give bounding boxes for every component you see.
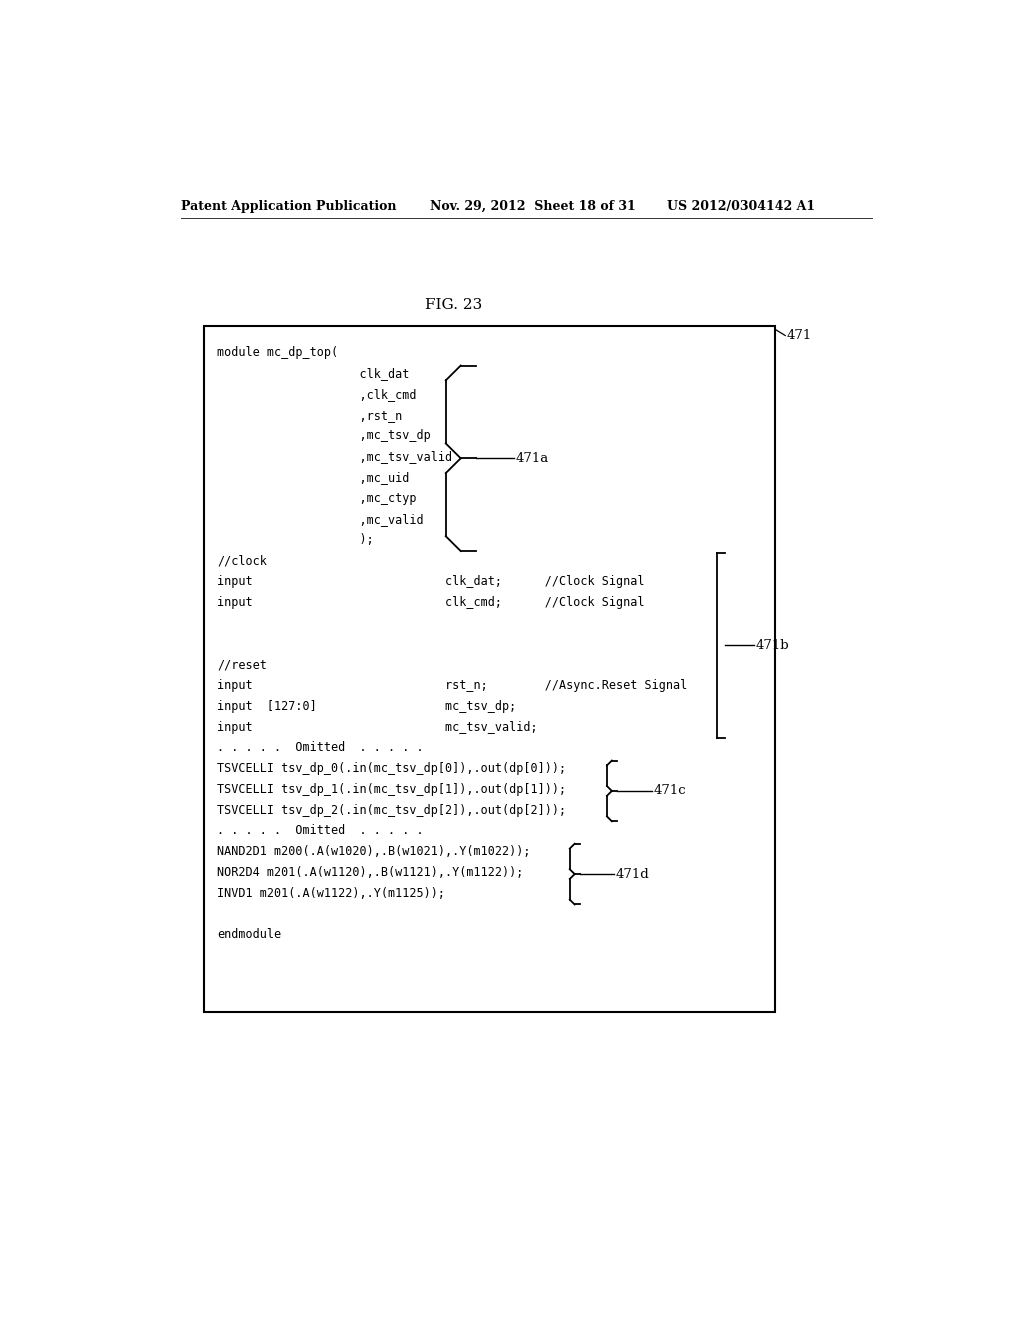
Text: US 2012/0304142 A1: US 2012/0304142 A1	[667, 199, 815, 213]
Text: input                           clk_dat;      //Clock Signal: input clk_dat; //Clock Signal	[217, 576, 645, 587]
Text: NAND2D1 m200(.A(w1020),.B(w1021),.Y(m1022));: NAND2D1 m200(.A(w1020),.B(w1021),.Y(m102…	[217, 845, 530, 858]
Text: TSVCELLI tsv_dp_2(.in(mc_tsv_dp[2]),.out(dp[2]));: TSVCELLI tsv_dp_2(.in(mc_tsv_dp[2]),.out…	[217, 804, 566, 817]
Text: 471c: 471c	[653, 784, 686, 797]
Text: clk_dat: clk_dat	[217, 367, 410, 380]
Text: ,clk_cmd: ,clk_cmd	[217, 388, 417, 401]
Text: 471a: 471a	[516, 451, 549, 465]
Text: ,mc_uid: ,mc_uid	[217, 471, 410, 484]
Text: input                           rst_n;        //Async.Reset Signal: input rst_n; //Async.Reset Signal	[217, 678, 687, 692]
Text: 471b: 471b	[756, 639, 790, 652]
Text: module mc_dp_top(: module mc_dp_top(	[217, 346, 338, 359]
Text: endmodule: endmodule	[217, 928, 282, 941]
Text: input                           clk_cmd;      //Clock Signal: input clk_cmd; //Clock Signal	[217, 595, 645, 609]
Text: ,mc_tsv_valid: ,mc_tsv_valid	[217, 450, 453, 463]
Text: . . . . .  Omitted  . . . . .: . . . . . Omitted . . . . .	[217, 825, 424, 837]
Text: ,mc_valid: ,mc_valid	[217, 512, 424, 525]
Bar	[204, 326, 775, 1011]
Text: TSVCELLI tsv_dp_1(.in(mc_tsv_dp[1]),.out(dp[1]));: TSVCELLI tsv_dp_1(.in(mc_tsv_dp[1]),.out…	[217, 783, 566, 796]
Text: Patent Application Publication: Patent Application Publication	[180, 199, 396, 213]
Text: );: );	[217, 533, 374, 546]
Text: 471d: 471d	[616, 867, 649, 880]
Text: FIG. 23: FIG. 23	[425, 298, 482, 312]
Text: ,mc_tsv_dp: ,mc_tsv_dp	[217, 429, 431, 442]
Text: //reset: //reset	[217, 659, 267, 671]
Text: . . . . .  Omitted  . . . . .: . . . . . Omitted . . . . .	[217, 742, 424, 754]
Text: TSVCELLI tsv_dp_0(.in(mc_tsv_dp[0]),.out(dp[0]));: TSVCELLI tsv_dp_0(.in(mc_tsv_dp[0]),.out…	[217, 762, 566, 775]
Text: //clock: //clock	[217, 554, 267, 568]
Text: ,rst_n: ,rst_n	[217, 409, 402, 421]
Text: 471: 471	[786, 329, 812, 342]
Text: Nov. 29, 2012  Sheet 18 of 31: Nov. 29, 2012 Sheet 18 of 31	[430, 199, 636, 213]
Text: ,mc_ctyp: ,mc_ctyp	[217, 492, 417, 504]
Text: input                           mc_tsv_valid;: input mc_tsv_valid;	[217, 721, 538, 734]
Text: input  [127:0]                  mc_tsv_dp;: input [127:0] mc_tsv_dp;	[217, 700, 516, 713]
Text: INVD1 m201(.A(w1122),.Y(m1125));: INVD1 m201(.A(w1122),.Y(m1125));	[217, 887, 445, 900]
Text: NOR2D4 m201(.A(w1120),.B(w1121),.Y(m1122));: NOR2D4 m201(.A(w1120),.B(w1121),.Y(m1122…	[217, 866, 523, 879]
